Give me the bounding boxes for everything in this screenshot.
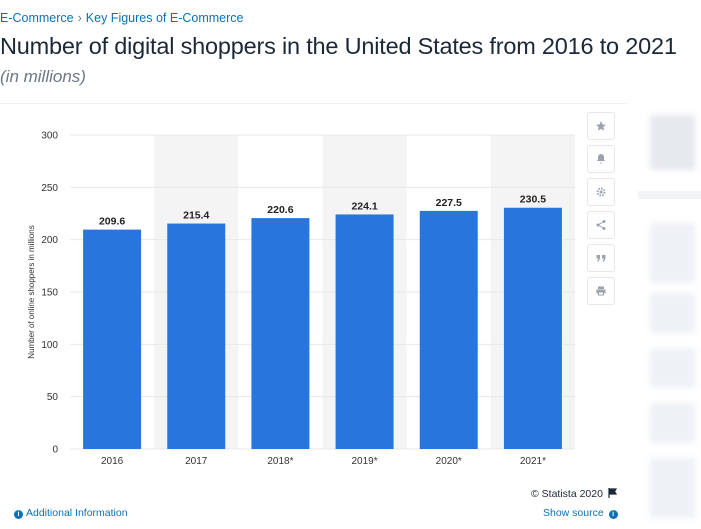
data-label: 209.6 <box>99 216 125 228</box>
share-icon <box>596 220 606 230</box>
y-tick-label: 250 <box>41 183 58 194</box>
x-tick-label: 2016 <box>101 456 124 467</box>
sidebar-placeholder <box>650 403 695 443</box>
x-tick-label: 2021* <box>520 456 546 467</box>
show-source-label: Show source <box>543 507 604 519</box>
bar-2017[interactable] <box>167 223 226 449</box>
print-icon <box>596 286 606 296</box>
copyright-notice: © Statista 2020 <box>531 488 617 500</box>
bar-2019[interactable] <box>335 214 394 449</box>
y-tick-label: 50 <box>47 392 59 403</box>
star-icon <box>596 121 606 131</box>
notification-button[interactable] <box>587 145 615 173</box>
chart-card: 0 50 100 150 200 250 300 Number of online shopp… <box>0 103 627 529</box>
y-axis-title: Number of online shoppers in millions <box>27 225 36 358</box>
flag-icon <box>608 488 617 498</box>
bar-2016[interactable] <box>83 229 142 449</box>
bar-chart: 0 50 100 150 200 250 300 Number of online shopp… <box>27 131 575 467</box>
show-source-link[interactable]: Show source i <box>543 507 618 519</box>
share-button[interactable] <box>587 211 615 239</box>
blurred-sidebar <box>638 103 701 529</box>
sidebar-placeholder <box>650 348 695 388</box>
sidebar-placeholder <box>650 115 695 170</box>
data-label: 230.5 <box>520 194 546 206</box>
sidebar-placeholder <box>650 223 695 283</box>
print-button[interactable] <box>587 277 615 305</box>
info-icon: i <box>14 510 23 519</box>
y-tick-label: 200 <box>41 235 58 246</box>
additional-information-link[interactable]: i Additional Information <box>14 507 128 519</box>
sidebar-placeholder <box>650 458 695 518</box>
bar-2018[interactable] <box>251 218 310 449</box>
breadcrumb-item-ecommerce[interactable]: E-Commerce <box>0 11 74 25</box>
x-tick-label: 2018* <box>267 456 293 467</box>
settings-button[interactable] <box>587 178 615 206</box>
data-label: 224.1 <box>351 200 377 212</box>
sidebar-placeholder <box>650 293 695 333</box>
data-label: 220.6 <box>267 204 293 216</box>
quote-icon <box>596 255 606 262</box>
data-label: 227.5 <box>436 197 462 209</box>
y-tick-label: 0 <box>52 445 58 456</box>
data-label: 215.4 <box>183 210 209 222</box>
page-title: Number of digital shoppers in the United… <box>0 33 677 59</box>
breadcrumb-separator: › <box>77 11 82 25</box>
y-tick-label: 300 <box>41 131 58 142</box>
favorite-button[interactable] <box>587 112 615 140</box>
bar-2021[interactable] <box>503 207 562 449</box>
x-tick-label: 2017 <box>185 456 208 467</box>
bar-2020[interactable] <box>419 210 478 449</box>
breadcrumb-item-key-figures[interactable]: Key Figures of E-Commerce <box>85 11 244 25</box>
chart-toolbar <box>587 112 617 310</box>
page-subtitle: (in millions) <box>0 67 86 86</box>
info-icon: i <box>608 510 618 519</box>
gear-icon <box>596 187 606 197</box>
bell-icon <box>597 154 605 164</box>
cite-button[interactable] <box>587 244 615 272</box>
x-tick-label: 2019* <box>352 456 378 467</box>
y-tick-label: 100 <box>41 340 58 351</box>
y-tick-label: 150 <box>41 288 58 299</box>
additional-information-label: Additional Information <box>26 507 128 519</box>
copyright-text: © Statista 2020 <box>531 488 603 500</box>
breadcrumb: E-Commerce › Key Figures of E-Commerce <box>0 11 243 25</box>
x-tick-label: 2020* <box>436 456 462 467</box>
